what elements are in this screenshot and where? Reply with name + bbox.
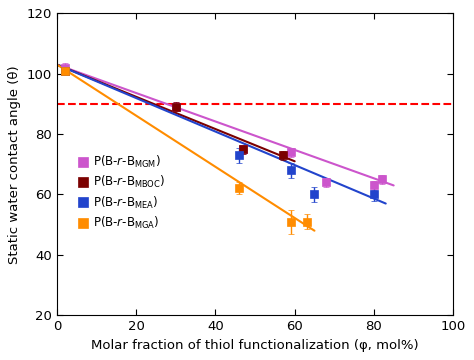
X-axis label: Molar fraction of thiol functionalization (φ, mol%): Molar fraction of thiol functionalizatio…: [91, 339, 419, 352]
Legend: P(B-$r$-B$_{\rm MGM}$), P(B-$r$-B$_{\rm MBOC}$), P(B-$r$-B$_{\rm MEA}$), P(B-$r$: P(B-$r$-B$_{\rm MGM}$), P(B-$r$-B$_{\rm …: [79, 154, 165, 231]
Y-axis label: Static water contact angle (θ): Static water contact angle (θ): [9, 65, 21, 264]
